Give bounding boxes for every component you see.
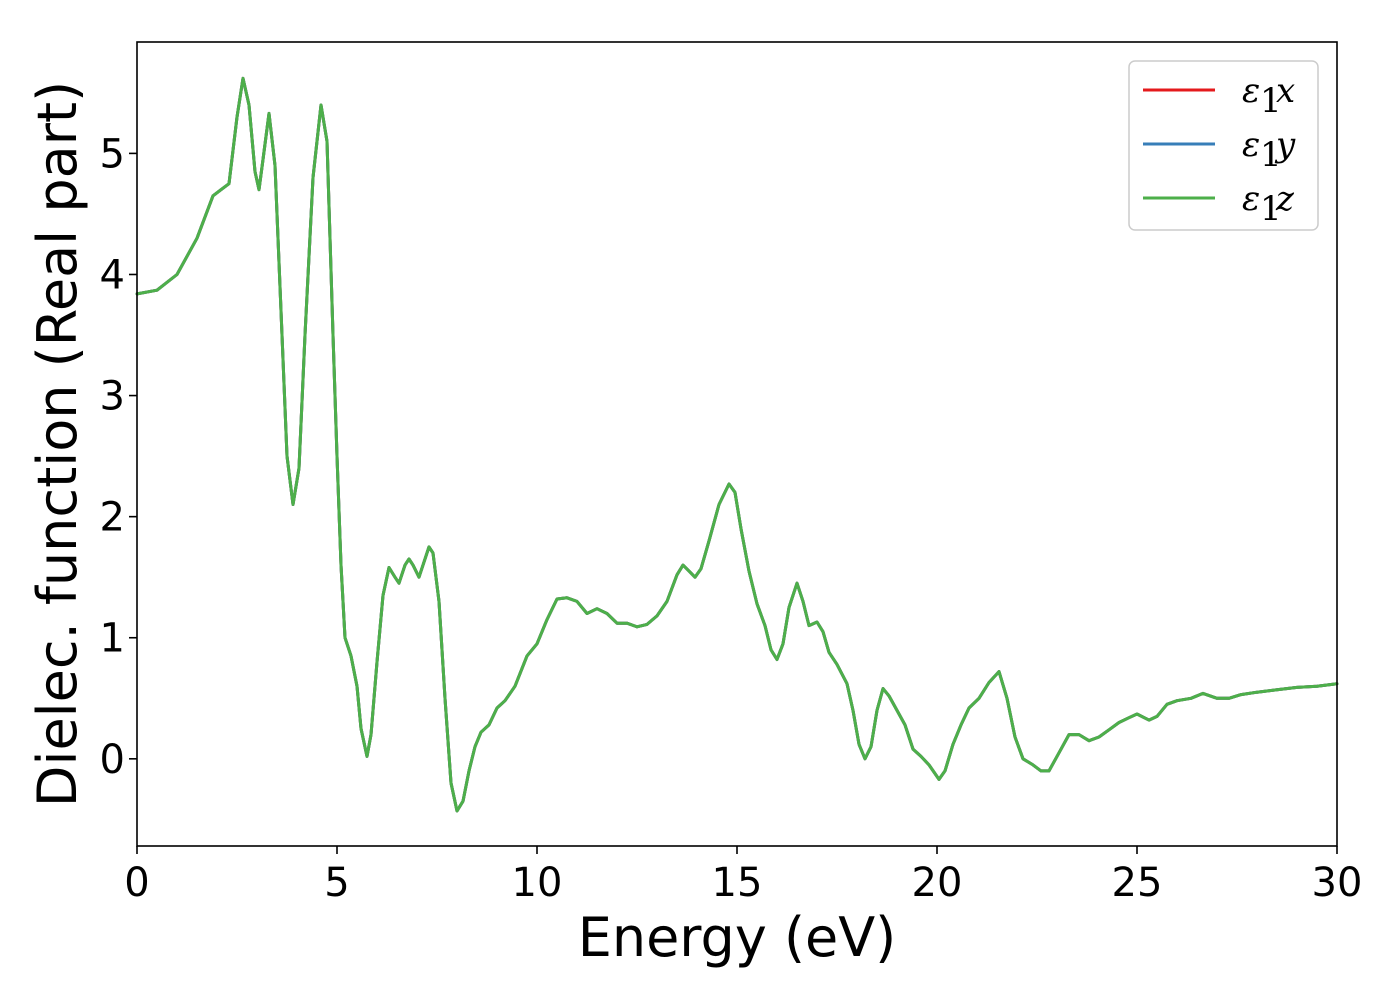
legend-subscript: 1	[1260, 189, 1282, 229]
legend-entry-z: ε 1z	[1242, 179, 1295, 229]
y-tick-label: 4	[100, 252, 125, 298]
x-axis-label: Energy (eV)	[578, 906, 897, 969]
x-tick-label: 5	[324, 860, 349, 906]
legend: ε 1xε 1yε 1z	[1128, 60, 1319, 231]
x-tick-label: 0	[124, 860, 149, 906]
legend-entry-y: ε 1y	[1242, 125, 1296, 175]
legend-epsilon-symbol: ε	[1242, 125, 1260, 165]
y-tick-label: 3	[100, 374, 125, 420]
x-tick-label: 10	[512, 860, 563, 906]
legend-subscript: 1	[1260, 135, 1282, 175]
y-axis-label: Dielec. function (Real part)	[26, 81, 89, 807]
legend-subscript: 1	[1260, 81, 1282, 121]
legend-epsilon-symbol: ε	[1242, 179, 1260, 219]
x-tick-label: 30	[1312, 860, 1363, 906]
legend-box	[1128, 60, 1319, 231]
series-line-z	[135, 76, 1339, 813]
legend-label-y: y	[1274, 125, 1296, 165]
x-tick-label: 15	[712, 860, 763, 906]
x-tick-label: 20	[912, 860, 963, 906]
y-tick-label: 5	[100, 131, 125, 177]
legend-epsilon-symbol: ε	[1242, 71, 1260, 111]
legend-label-x: x	[1276, 71, 1295, 111]
y-tick-label: 2	[100, 495, 125, 541]
y-tick-label: 1	[100, 616, 125, 662]
legend-label-z: z	[1275, 179, 1295, 219]
y-tick-label: 0	[100, 737, 125, 783]
legend-entry-x: ε 1x	[1242, 71, 1295, 121]
x-tick-label: 25	[1112, 860, 1163, 906]
